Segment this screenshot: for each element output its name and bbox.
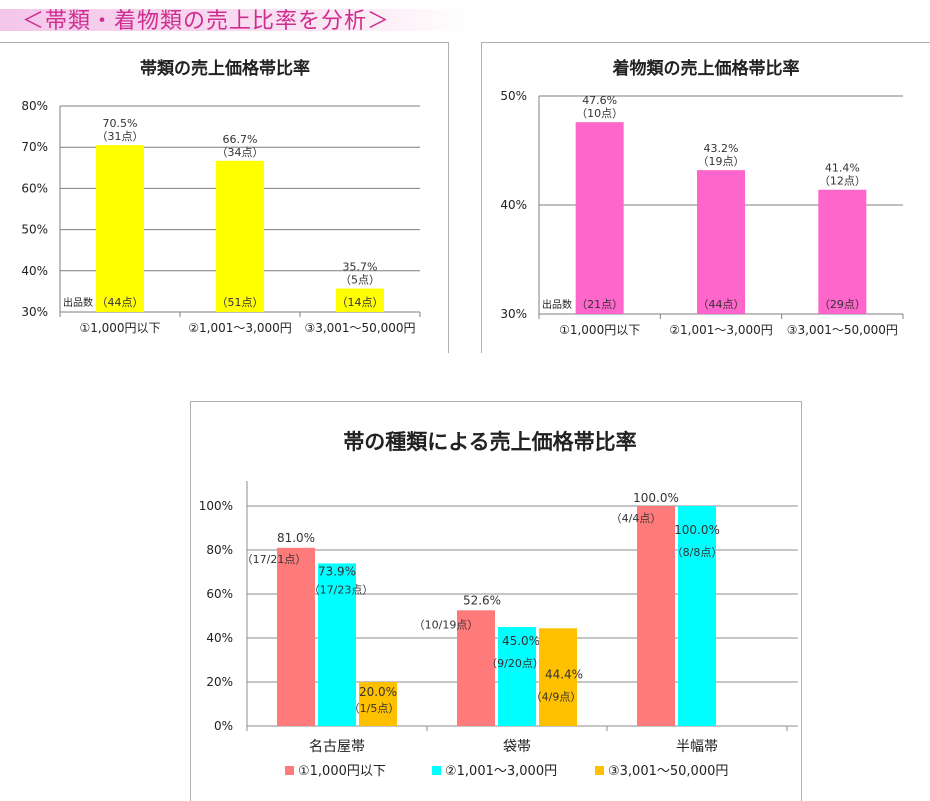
bar-count-label: （44点） <box>698 298 745 311</box>
legend-swatch <box>432 766 441 775</box>
bar-value-label: 44.4% <box>545 667 583 681</box>
bar <box>678 506 716 726</box>
count-prefix: 出品数 <box>63 296 93 309</box>
y-tick-label: 40% <box>500 198 527 212</box>
bar-count-label: （21点） <box>576 298 623 311</box>
y-tick-label: 100% <box>199 499 233 513</box>
bar-value-label: 41.4% <box>825 162 860 175</box>
y-tick-label: 60% <box>21 181 48 195</box>
bar <box>637 506 675 726</box>
bar-count-label: （10/19点） <box>414 618 479 631</box>
x-category-label: 袋帯 <box>503 739 531 755</box>
bar <box>818 189 867 314</box>
chart-obi-svg: 帯類の売上価格帯比率 30% 40% 50% 60% 70% 80% 出品数 70.5%（31点… <box>21 58 421 335</box>
bar-value-label: 20.0% <box>359 685 397 699</box>
bar-value-label: 47.6% <box>582 94 617 107</box>
chart-obi-type-ratio: 帯の種類による売上価格帯比率 0% 20% 40% 60% 80% 100% 81.0% （17… <box>190 401 800 800</box>
bar-count-label: （51点） <box>217 296 264 309</box>
bar <box>318 563 356 726</box>
y-tick-label: 60% <box>206 587 233 601</box>
bar-sold-label: （5点） <box>340 274 380 287</box>
chart-frame-obi-type <box>190 401 802 801</box>
bar-value-label: 66.7% <box>223 133 258 146</box>
y-tick-label: 30% <box>500 307 527 321</box>
x-category-label: ②1,001～3,000円 <box>188 321 291 335</box>
x-category-label: ③3,001～50,000円 <box>304 321 415 335</box>
count-prefix: 出品数 <box>542 298 572 311</box>
bar <box>697 170 745 314</box>
bar-count-label: （44点） <box>97 296 144 309</box>
y-tick-label: 40% <box>21 264 48 278</box>
bar-value-label: 100.0% <box>633 491 679 505</box>
chart-obi-type-svg: 帯の種類による売上価格帯比率 0% 20% 40% 60% 80% 100% 81.0% （17… <box>199 430 798 779</box>
y-tick-label: 40% <box>206 631 233 645</box>
y-tick-label: 50% <box>21 223 48 237</box>
legend-swatch <box>285 766 294 775</box>
y-tick-label: 20% <box>206 675 233 689</box>
bar <box>359 682 397 726</box>
bar-sold-label: （12点） <box>819 175 866 188</box>
legend-label: ①1,000円以下 <box>298 764 386 779</box>
bar-value-label: 81.0% <box>277 531 315 545</box>
bar-value-label: 43.2% <box>704 142 739 155</box>
bar <box>336 288 384 312</box>
y-tick-label: 80% <box>206 543 233 557</box>
bar <box>96 145 144 312</box>
bar <box>539 628 577 726</box>
x-category-label: 半幅帯 <box>676 739 718 755</box>
banner-highlight <box>0 9 470 31</box>
y-tick-label: 50% <box>500 89 527 103</box>
page-banner: ＜帯類・着物類の売上比率を分析＞ <box>0 0 478 36</box>
y-tick-label: 70% <box>21 140 48 154</box>
bar-value-label: 45.0% <box>502 634 540 648</box>
x-category-label: ②1,001～3,000円 <box>669 323 772 337</box>
x-category-label: ①1,000円以下 <box>559 323 640 337</box>
bar-count-label: （29点） <box>819 298 866 311</box>
bar-count-label: （17/21点） <box>242 553 307 566</box>
legend-label: ③3,001～50,000円 <box>608 764 728 779</box>
bar <box>277 547 315 726</box>
bar-value-label: 73.9% <box>318 564 356 578</box>
bar-sold-label: （19点） <box>698 155 745 168</box>
bar-sold-label: （10点） <box>576 107 623 120</box>
y-tick-label: 30% <box>21 305 48 319</box>
bar-value-label: 52.6% <box>463 593 501 607</box>
bar-value-label: 35.7% <box>343 261 378 274</box>
chart-title: 着物類の売上価格帯比率 <box>612 58 800 79</box>
banner-title: ＜帯類・着物類の売上比率を分析＞ <box>22 9 391 34</box>
chart-title: 帯類の売上価格帯比率 <box>140 58 310 79</box>
x-category-label: 名古屋帯 <box>309 739 365 755</box>
legend-label: ②1,001～3,000円 <box>445 764 557 779</box>
bar-count-label: （1/5点） <box>349 702 400 715</box>
x-category-label: ③3,001～50,000円 <box>787 323 898 337</box>
chart-frame-obi <box>0 42 449 353</box>
bar-count-label: （4/4点） <box>611 512 662 525</box>
bar <box>216 160 264 312</box>
chart-kimono-svg: 着物類の売上価格帯比率 30% 40% 50% 出品数 47.6%（10点） （21点） ①1… <box>500 58 904 337</box>
bar-sold-label: （34点） <box>217 146 264 159</box>
bar-count-label: （9/20点） <box>486 657 544 670</box>
bar <box>498 627 536 726</box>
chart-frame-kimono <box>481 42 930 353</box>
bar-sold-label: （31点） <box>97 130 144 143</box>
y-tick-label: 0% <box>214 719 233 733</box>
chart-kimono-price-ratio: 着物類の売上価格帯比率 30% 40% 50% 出品数 47.6% （10点） （21点） ①1… <box>481 42 929 352</box>
chart-obi-price-ratio: 帯類の売上価格帯比率 30% 40% 50% 60% 70% 80% 出品数 70.5% （31点… <box>0 42 448 352</box>
bar-count-label: （14点） <box>337 296 384 309</box>
bar-value-label: 100.0% <box>674 523 720 537</box>
bar-count-label: （4/9点） <box>531 690 582 703</box>
x-category-label: ①1,000円以下 <box>79 321 160 335</box>
bar-value-label: 70.5% <box>103 117 138 130</box>
bar-count-label: （8/8点） <box>672 546 723 559</box>
chart-title: 帯の種類による売上価格帯比率 <box>343 430 636 454</box>
bar-count-label: （17/23点） <box>309 583 374 596</box>
y-tick-label: 80% <box>21 99 48 113</box>
legend-swatch <box>595 766 604 775</box>
bar <box>575 122 624 314</box>
bar <box>457 610 495 726</box>
